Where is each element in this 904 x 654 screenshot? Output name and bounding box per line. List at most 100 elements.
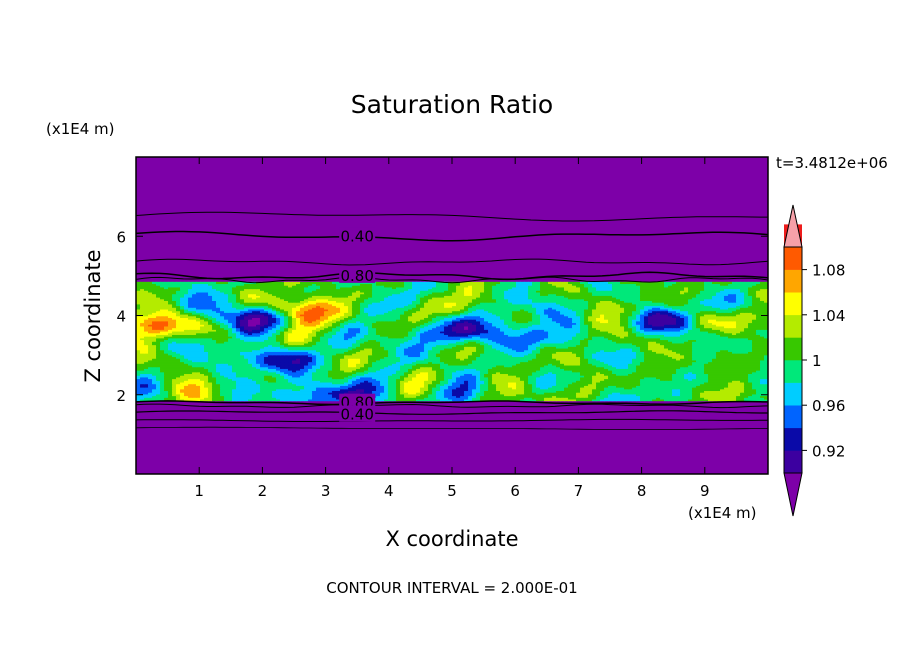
field-cell xyxy=(140,375,145,378)
field-cell xyxy=(692,378,697,381)
field-cell xyxy=(556,363,561,366)
field-cell xyxy=(560,358,565,361)
field-cell xyxy=(252,370,257,373)
field-cell xyxy=(164,375,169,378)
field-cell xyxy=(680,392,685,395)
field-cell xyxy=(640,368,645,371)
field-cell xyxy=(428,385,433,388)
field-cell xyxy=(412,395,417,398)
field-cell xyxy=(308,378,313,381)
field-cell xyxy=(312,373,317,376)
field-cell xyxy=(328,353,333,356)
field-cell xyxy=(352,354,357,358)
field-cell xyxy=(212,383,217,386)
field-cell xyxy=(276,388,281,392)
field-cell xyxy=(532,399,537,402)
field-cell xyxy=(544,348,549,351)
field-cell xyxy=(716,376,721,380)
field-cell xyxy=(392,380,397,383)
field-cell xyxy=(172,349,177,352)
field-cell xyxy=(384,399,389,402)
field-cell xyxy=(416,354,421,358)
field-cell xyxy=(216,358,221,361)
field-cell xyxy=(512,388,517,392)
field-cell xyxy=(380,351,385,354)
field-cell xyxy=(192,390,197,393)
field-cell xyxy=(344,363,349,366)
field-cell xyxy=(760,358,765,361)
field-cell xyxy=(468,370,473,373)
field-cell xyxy=(284,380,289,383)
field-cell xyxy=(284,373,289,376)
field-cell xyxy=(488,353,493,356)
field-cell xyxy=(284,363,289,366)
field-cell xyxy=(432,397,437,400)
field-cell xyxy=(712,390,717,393)
field-cell xyxy=(196,376,201,380)
field-cell xyxy=(708,370,713,373)
field-cell xyxy=(608,383,613,386)
field-cell xyxy=(668,366,673,369)
field-cell xyxy=(600,393,605,397)
field-cell xyxy=(372,366,377,369)
field-cell xyxy=(216,349,221,352)
field-cell xyxy=(436,348,441,351)
field-cell xyxy=(448,375,453,378)
field-cell xyxy=(372,351,377,354)
field-cell xyxy=(608,397,613,400)
field-cell xyxy=(688,399,693,402)
field-cell xyxy=(420,392,425,395)
field-cell xyxy=(604,380,609,383)
field-cell xyxy=(236,353,241,356)
field-cell xyxy=(296,363,301,366)
field-cell xyxy=(336,382,341,385)
field-cell xyxy=(732,359,737,363)
field-cell xyxy=(536,348,541,351)
field-cell xyxy=(288,397,293,400)
field-cell xyxy=(628,353,633,356)
field-cell xyxy=(708,388,713,392)
field-cell xyxy=(400,368,405,371)
field-cell xyxy=(228,395,233,398)
field-cell xyxy=(204,359,209,363)
field-cell xyxy=(760,399,765,402)
field-cell xyxy=(192,395,197,398)
field-cell xyxy=(392,368,397,371)
field-cell xyxy=(544,399,549,402)
field-cell xyxy=(320,385,325,388)
field-cell xyxy=(212,393,217,397)
field-cell xyxy=(724,351,729,354)
field-cell xyxy=(180,359,185,363)
field-cell xyxy=(408,370,413,373)
field-cell xyxy=(196,363,201,366)
field-cell xyxy=(448,368,453,371)
field-cell xyxy=(760,361,765,364)
field-cell xyxy=(364,368,369,371)
field-cell xyxy=(396,373,401,376)
field-cell xyxy=(180,366,185,369)
field-cell xyxy=(752,361,757,364)
field-cell xyxy=(136,380,141,383)
field-cell xyxy=(748,383,753,386)
field-cell xyxy=(708,359,713,363)
field-cell xyxy=(368,354,373,358)
field-cell xyxy=(136,399,141,402)
field-cell xyxy=(292,383,297,386)
field-cell xyxy=(688,366,693,369)
field-cell xyxy=(736,393,741,397)
field-cell xyxy=(444,383,449,386)
field-cell xyxy=(320,387,325,390)
field-cell xyxy=(228,380,233,383)
field-cell xyxy=(548,368,553,371)
field-cell xyxy=(740,368,745,371)
field-cell xyxy=(616,382,621,385)
field-cell xyxy=(664,375,669,378)
field-cell xyxy=(448,353,453,356)
field-cell xyxy=(292,397,297,400)
field-cell xyxy=(664,395,669,398)
field-cell xyxy=(668,351,673,354)
field-cell xyxy=(408,363,413,366)
field-cell xyxy=(620,390,625,393)
field-cell xyxy=(500,390,505,393)
field-cell xyxy=(676,348,681,351)
